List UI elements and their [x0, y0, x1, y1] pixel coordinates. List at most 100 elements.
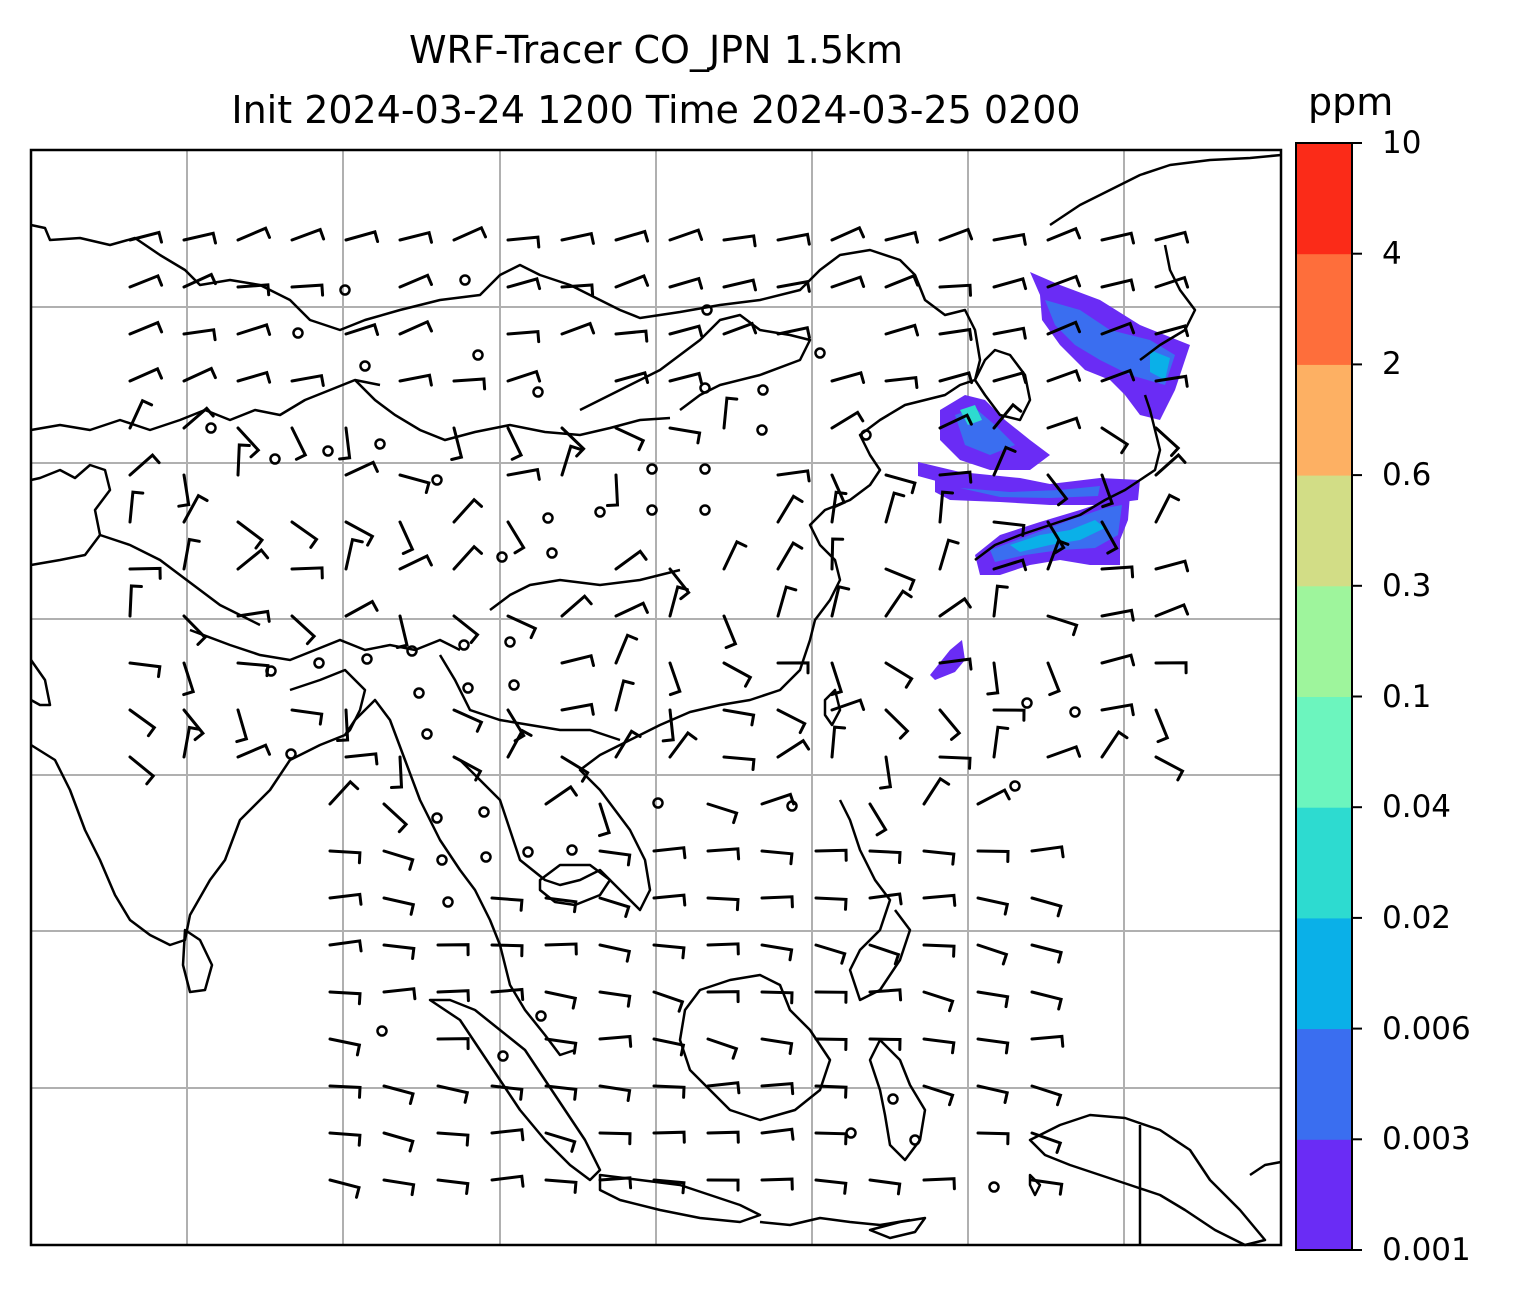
wind-barb: [1100, 473, 1115, 509]
wind-barb: [182, 725, 201, 759]
wind-barb: [652, 990, 685, 1013]
wind-barb: [922, 1084, 955, 1107]
wind-barb: [1100, 278, 1135, 292]
wind-barb: [128, 452, 161, 477]
calm-wind-circle: [269, 453, 281, 465]
colorbar-segment: [1296, 364, 1352, 476]
wind-barb: [382, 896, 416, 916]
wind-barb: [506, 277, 542, 291]
wind-barb: [560, 594, 593, 618]
calm-wind-circle: [374, 438, 386, 450]
wind-barb: [992, 371, 1028, 384]
colorbar-tick-label: 0.02: [1382, 899, 1452, 936]
coast-malay: [498, 944, 576, 1057]
coast-srilanka: [181, 928, 214, 994]
wind-barb: [598, 990, 632, 1008]
wind-barb: [236, 743, 271, 759]
wind-barb: [992, 445, 1017, 477]
wind-barb: [706, 990, 740, 1004]
wind-barb: [706, 942, 740, 956]
wind-barb: [992, 326, 1027, 340]
wind-barb: [398, 520, 415, 555]
wind-barb: [938, 596, 972, 618]
colorbar-tick-label: 0.3: [1382, 567, 1432, 604]
wind-barb: [706, 1178, 740, 1192]
wind-barb: [182, 406, 215, 430]
colorbar-border: [1295, 142, 1353, 1251]
wind-barb: [976, 788, 1011, 806]
wind-barb: [760, 1037, 794, 1055]
wind-barb: [614, 229, 650, 243]
coast-taiwan: [823, 688, 842, 727]
wind-barb: [490, 1128, 525, 1142]
wind-barb: [830, 275, 866, 289]
plume-kyushu-south: [930, 640, 965, 680]
wind-barb: [992, 584, 1009, 618]
coast-timor: [868, 1216, 927, 1240]
wind-barb: [236, 226, 271, 242]
plume-north-core: [1045, 300, 1175, 385]
wind-barb: [328, 892, 363, 906]
colorbar-segment: [1296, 1139, 1352, 1251]
wind-barb: [614, 729, 642, 759]
wind-barb: [706, 1037, 739, 1060]
wind-barb: [614, 426, 646, 452]
wind-barb: [560, 653, 595, 667]
wind-barb: [652, 1037, 686, 1057]
wind-barb: [436, 1084, 470, 1104]
wind-barb: [598, 1084, 632, 1102]
wind-barb: [1046, 614, 1079, 637]
wind-barb: [452, 544, 483, 571]
wind-barb: [390, 755, 404, 789]
coast-sulawesi: [868, 1038, 927, 1162]
wind-barb: [992, 232, 1027, 246]
coast-korea: [973, 348, 1032, 422]
wind-barb: [938, 470, 973, 484]
wind-barb: [922, 776, 951, 806]
colorbar-segment: [1296, 1028, 1352, 1140]
wind-barb: [1030, 1178, 1064, 1196]
wind-barb: [776, 494, 804, 524]
wind-barb: [290, 283, 325, 297]
wind-barb: [976, 943, 1009, 966]
wind-barb: [398, 373, 433, 387]
wind-barb: [1030, 845, 1065, 859]
wind-barb: [128, 398, 154, 430]
wind-barb: [452, 377, 487, 391]
wind-barb: [776, 541, 804, 571]
wind-barb: [668, 567, 691, 601]
calm-wind-circle: [436, 854, 448, 866]
calm-wind-circle: [265, 665, 277, 677]
wind-barb: [506, 467, 541, 481]
calm-wind-circle: [701, 304, 713, 316]
wind-barb: [560, 426, 586, 458]
calm-wind-circle: [458, 639, 470, 651]
wind-barb: [706, 847, 741, 861]
wind-barb: [976, 896, 1010, 916]
wind-barb: [722, 396, 739, 430]
wind-barb: [506, 369, 542, 383]
wind-barb: [776, 661, 810, 675]
wind-barb: [182, 614, 208, 646]
wind-barb: [182, 231, 217, 245]
calm-wind-circle: [313, 657, 325, 669]
wind-barb: [938, 708, 962, 741]
calm-wind-circle: [594, 506, 606, 518]
wind-barb: [382, 802, 409, 834]
calm-wind-circle: [566, 844, 578, 856]
calm-wind-circle: [459, 274, 471, 286]
wind-barb: [760, 1081, 795, 1096]
wind-barb: [560, 444, 582, 477]
wind-barb: [490, 1174, 525, 1188]
wind-barb: [706, 1130, 740, 1144]
wind-barb: [830, 225, 865, 242]
wind-barb: [922, 943, 956, 958]
calm-wind-circle: [478, 806, 490, 818]
wind-barb: [830, 661, 844, 697]
wind-barb: [884, 567, 916, 591]
colorbar-segment: [1296, 475, 1352, 587]
calm-wind-circle: [652, 797, 664, 809]
wind-barb: [760, 943, 794, 962]
colorbar-segment: [1296, 585, 1352, 697]
wind-barb: [290, 708, 324, 726]
